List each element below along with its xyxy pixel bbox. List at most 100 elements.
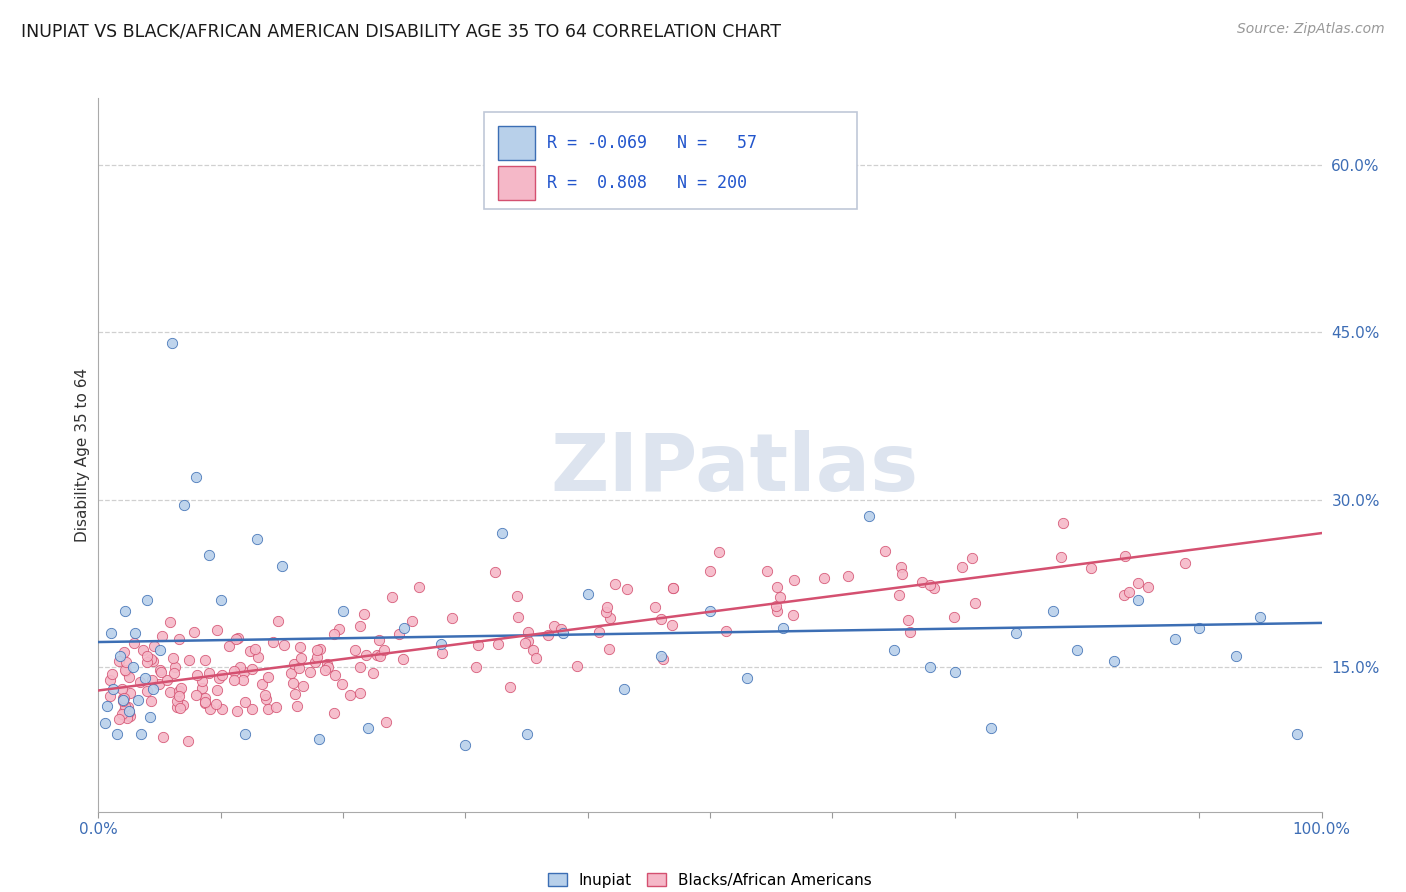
Point <box>129 726 152 740</box>
Point <box>121 660 143 674</box>
Point <box>149 663 172 677</box>
Point <box>616 582 638 596</box>
Point <box>98 673 121 687</box>
Point <box>644 599 666 614</box>
Point <box>135 648 157 663</box>
Point <box>1249 609 1271 624</box>
Point <box>167 632 190 646</box>
FancyBboxPatch shape <box>498 126 536 161</box>
Point <box>283 657 305 671</box>
Point <box>1286 726 1309 740</box>
Point <box>344 643 367 657</box>
Point <box>169 701 191 715</box>
Point <box>211 668 233 682</box>
Point <box>101 667 124 681</box>
Point <box>246 532 269 546</box>
Point <box>114 604 136 618</box>
Point <box>304 655 326 669</box>
Point <box>166 699 188 714</box>
Point <box>960 550 983 565</box>
Point <box>709 544 731 558</box>
Text: INUPIAT VS BLACK/AFRICAN AMERICAN DISABILITY AGE 35 TO 64 CORRELATION CHART: INUPIAT VS BLACK/AFRICAN AMERICAN DISABI… <box>21 22 782 40</box>
Point <box>177 653 200 667</box>
Point <box>576 587 599 601</box>
Point <box>141 652 163 666</box>
Point <box>266 614 288 628</box>
Point <box>699 604 721 618</box>
Point <box>124 626 146 640</box>
Point <box>191 681 214 695</box>
Point <box>765 599 787 614</box>
Point <box>165 659 187 673</box>
Point <box>136 684 159 698</box>
Point <box>111 707 134 722</box>
Point <box>332 604 354 618</box>
Point <box>980 721 1002 735</box>
Point <box>284 687 307 701</box>
Point <box>194 690 217 705</box>
Point <box>105 726 128 740</box>
Point <box>262 634 284 648</box>
Point <box>943 665 966 680</box>
Point <box>1080 561 1102 575</box>
Point <box>233 695 256 709</box>
Point <box>152 730 174 744</box>
Point <box>117 706 139 720</box>
Point <box>108 654 131 668</box>
Point <box>911 575 934 590</box>
Point <box>950 560 973 574</box>
Point <box>782 608 804 623</box>
Point <box>160 336 183 351</box>
Point <box>232 665 254 679</box>
Point <box>149 643 172 657</box>
Point <box>111 693 134 707</box>
Point <box>101 681 124 696</box>
Point <box>354 648 377 662</box>
Point <box>253 689 276 703</box>
Point <box>167 684 190 698</box>
Point <box>252 677 274 691</box>
Point <box>186 470 208 484</box>
Point <box>152 629 174 643</box>
Point <box>170 681 193 695</box>
Point <box>605 577 627 591</box>
Text: Source: ZipAtlas.com: Source: ZipAtlas.com <box>1237 22 1385 37</box>
Point <box>598 641 620 656</box>
Point <box>114 663 136 677</box>
Point <box>139 710 162 724</box>
Point <box>232 673 254 687</box>
Point <box>183 625 205 640</box>
Point <box>292 679 315 693</box>
Point <box>308 732 330 747</box>
Point <box>766 604 789 618</box>
Point <box>136 655 159 669</box>
Point <box>430 646 453 660</box>
Point <box>1112 588 1135 602</box>
Point <box>323 667 346 681</box>
Text: R = -0.069   N =   57: R = -0.069 N = 57 <box>547 134 758 152</box>
Point <box>367 632 389 647</box>
Point <box>890 559 912 574</box>
Point <box>218 640 240 654</box>
Y-axis label: Disability Age 35 to 64: Disability Age 35 to 64 <box>75 368 90 542</box>
Point <box>515 636 537 650</box>
Point <box>186 668 208 682</box>
Point <box>120 686 142 700</box>
Point <box>1052 516 1074 530</box>
Point <box>226 704 249 718</box>
Point <box>211 702 233 716</box>
Point <box>813 571 835 585</box>
Point <box>115 655 138 669</box>
Point <box>441 611 464 625</box>
Point <box>225 632 247 647</box>
Point <box>1049 550 1071 565</box>
Point <box>1004 626 1026 640</box>
Point <box>349 686 371 700</box>
Point <box>112 691 135 706</box>
Point <box>373 643 395 657</box>
Point <box>172 698 194 713</box>
Point <box>430 637 453 651</box>
Point <box>307 643 329 657</box>
Point <box>408 580 430 594</box>
Point <box>517 625 540 640</box>
